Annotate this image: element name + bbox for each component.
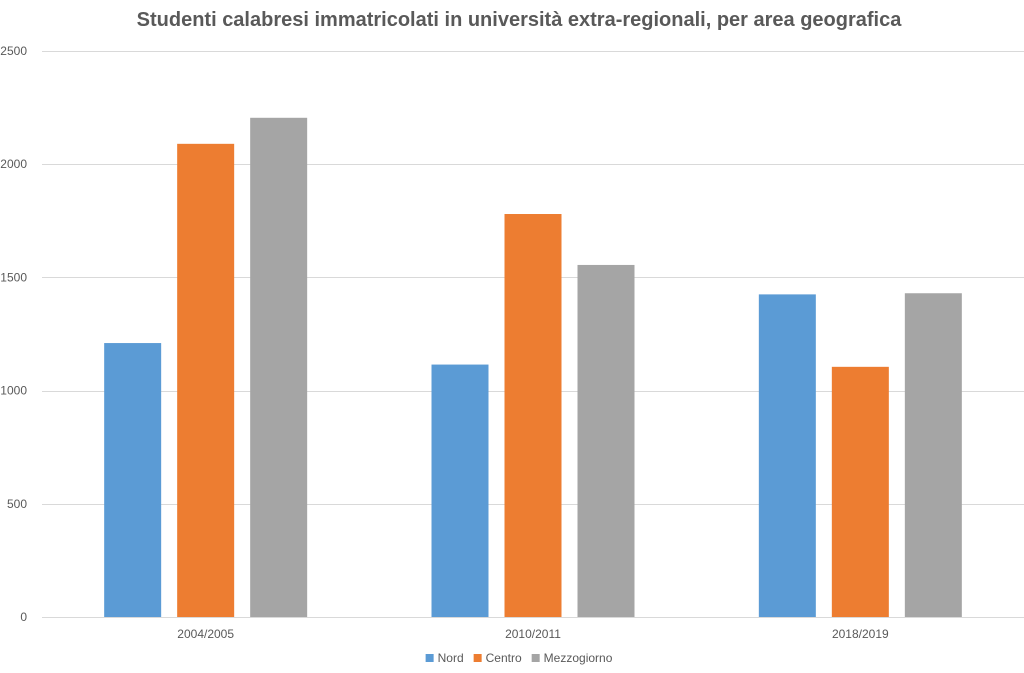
- bar-mezzogiorno-2018-2019: [904, 293, 962, 617]
- bars: [104, 117, 962, 618]
- y-axis-tick-labels: 0 500 1000 1500 2000 2500: [0, 44, 27, 624]
- legend-swatch: [531, 654, 540, 662]
- bar-nord-2004-2005: [104, 343, 162, 617]
- legend-swatch: [473, 654, 482, 662]
- x-axis-tick-labels: 2004/2005 2010/2011 2018/2019: [177, 627, 889, 641]
- x-tick-label: 2010/2011: [505, 627, 561, 641]
- y-tick-label: 1000: [0, 384, 27, 398]
- legend-label: Nord: [438, 651, 464, 665]
- bar-centro-2004-2005: [177, 143, 235, 617]
- chart-title: Studenti calabresi immatricolati in univ…: [137, 9, 903, 31]
- x-tick-label: 2018/2019: [832, 627, 889, 641]
- bar-centro-2010-2011: [504, 214, 562, 617]
- x-tick-label: 2004/2005: [177, 627, 234, 641]
- bar-centro-2018-2019: [831, 366, 889, 617]
- y-tick-label: 2500: [0, 44, 27, 58]
- legend-swatch: [425, 654, 434, 662]
- bar-nord-2010-2011: [431, 364, 489, 617]
- legend-label: Mezzogiorno: [544, 651, 613, 665]
- legend-item-nord: Nord: [425, 651, 464, 665]
- legend-item-mezzogiorno: Mezzogiorno: [531, 651, 613, 665]
- y-tick-label: 1500: [0, 270, 27, 284]
- legend-item-centro: Centro: [473, 651, 522, 665]
- legend-label: Centro: [486, 651, 522, 665]
- legend: Nord Centro Mezzogiorno: [425, 651, 613, 665]
- y-tick-label: 2000: [0, 157, 27, 171]
- y-tick-label: 500: [7, 497, 27, 511]
- bar-mezzogiorno-2010-2011: [577, 264, 635, 617]
- bar-mezzogiorno-2004-2005: [250, 117, 308, 618]
- bar-nord-2018-2019: [758, 294, 816, 617]
- y-tick-label: 0: [20, 610, 27, 624]
